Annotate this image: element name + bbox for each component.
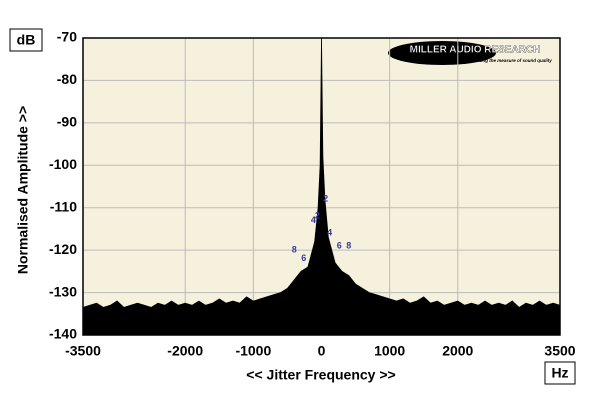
x-tick-label: -2000 [167, 343, 203, 359]
y-tick-label: -70 [57, 29, 77, 45]
x-tick-label: 0 [318, 343, 326, 359]
harmonic-label: 8 [346, 240, 351, 250]
harmonic-label: 2 [323, 194, 328, 204]
harmonic-label: 6 [337, 240, 342, 250]
y-tick-label: -140 [49, 326, 77, 342]
y-tick-label: -100 [49, 156, 77, 172]
harmonic-label: 4 [327, 228, 332, 238]
plot-frame [82, 37, 561, 336]
x-unit: Hz [551, 365, 568, 381]
x-tick-label: -3500 [65, 343, 101, 359]
y-tick-label: -80 [57, 71, 77, 87]
x-tick-label: 1000 [374, 343, 405, 359]
x-axis-title: << Jitter Frequency >> [246, 367, 395, 383]
harmonic-label: 6 [301, 253, 306, 263]
y-unit: dB [17, 32, 36, 48]
harmonic-label: 8 [292, 245, 297, 255]
logo-tagline: Getting the measure of sound quality [472, 58, 552, 63]
logo: MILLER AUDIO RESEARCH [410, 45, 541, 56]
harmonic-label: 4 [311, 215, 316, 225]
y-tick-label: -130 [49, 283, 77, 299]
unit-box [544, 361, 576, 385]
harmonic-label: 2 [315, 211, 320, 221]
y-tick-label: -120 [49, 241, 77, 257]
y-tick-label: -90 [57, 114, 77, 130]
x-tick-label: -1000 [235, 343, 271, 359]
x-tick-label: 2000 [442, 343, 473, 359]
spectrum-area [82, 37, 561, 336]
y-tick-label: -110 [50, 198, 77, 214]
y-axis-title: Normalised Amplitude >> [15, 106, 31, 274]
unit-box [9, 28, 43, 52]
logo-ellipse [388, 41, 496, 65]
x-tick-label: 3500 [544, 343, 575, 359]
